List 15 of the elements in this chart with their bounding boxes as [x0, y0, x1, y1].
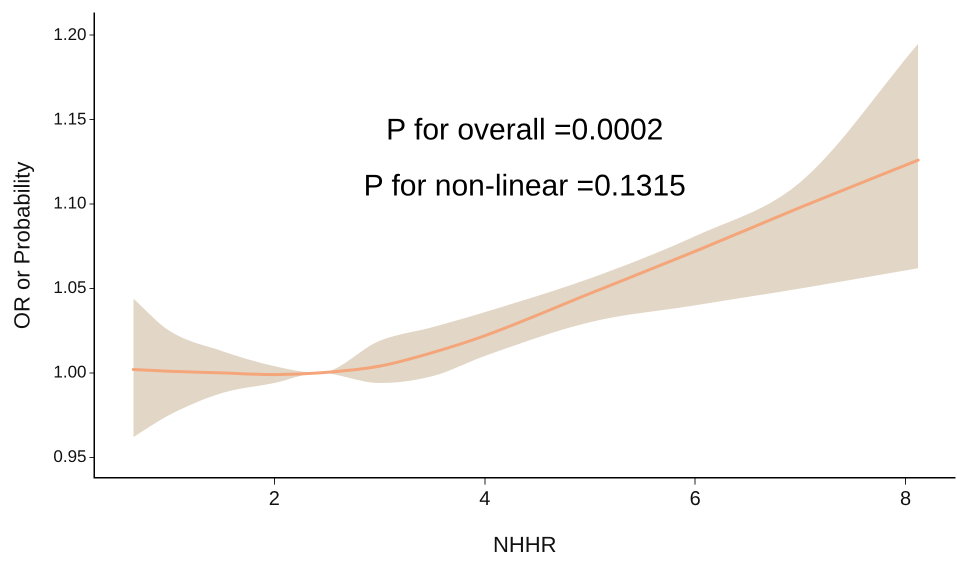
y-tick-label: 0.95 [53, 447, 86, 466]
annotation: P for non-linear =0.1315 [364, 169, 686, 202]
y-tick-label: 1.00 [53, 362, 86, 382]
y-tick-label: 1.05 [53, 278, 86, 298]
y-tick-label: 1.15 [53, 109, 86, 128]
annotation: P for overall =0.0002 [386, 113, 664, 146]
y-axis-title: OR or Probability [9, 162, 34, 330]
y-tick-label: 1.10 [53, 194, 86, 213]
x-tick-label: 6 [690, 488, 701, 510]
x-tick-label: 8 [900, 488, 912, 510]
x-tick-label: 4 [479, 488, 490, 510]
x-tick-label: 2 [268, 488, 280, 510]
x-axis-title: NHHR [492, 532, 557, 557]
y-tick-label: 1.20 [53, 24, 86, 44]
line-series [132, 158, 920, 376]
